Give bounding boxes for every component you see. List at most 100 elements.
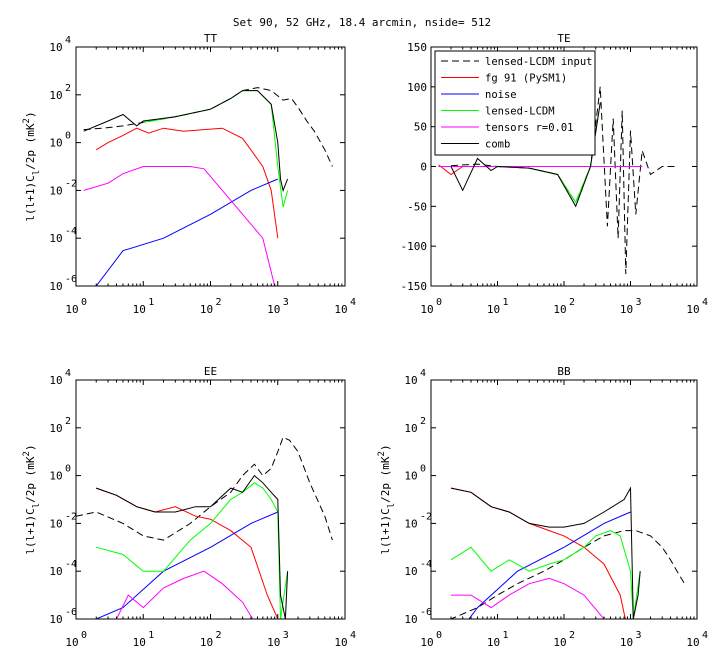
y-tick-label: 10-4 bbox=[49, 226, 77, 245]
y-tick-label-exp: -2 bbox=[420, 511, 432, 522]
x-tick-label-exp: 1 bbox=[148, 297, 154, 308]
y-tick-label: 104 bbox=[49, 35, 71, 54]
x-tick-label-base: 10 bbox=[553, 636, 566, 649]
x-tick-label: 102 bbox=[200, 297, 222, 316]
y-tick-label: 10-6 bbox=[404, 607, 432, 626]
x-tick-label-exp: 2 bbox=[216, 630, 222, 641]
x-tick-label: 100 bbox=[420, 297, 442, 316]
chart-panel-bb: BB10010110210310410-610-410-2100102104l(… bbox=[377, 365, 708, 649]
x-tick-label-base: 10 bbox=[133, 303, 146, 316]
x-tick-label-exp: 0 bbox=[81, 630, 87, 641]
x-tick-label-exp: 0 bbox=[81, 297, 87, 308]
y-axis-label-part: 2 bbox=[22, 118, 32, 123]
y-axis-label-part: ) bbox=[24, 444, 37, 451]
x-tick-label-base: 10 bbox=[420, 636, 433, 649]
panel-title: BB bbox=[557, 365, 571, 378]
y-tick-label: 104 bbox=[404, 368, 426, 387]
series-line-tt-2 bbox=[95, 178, 278, 286]
figure-title: Set 90, 52 GHz, 18.4 arcmin, nside= 512 bbox=[233, 16, 491, 29]
legend: lensed-LCDM input fg 91 (PySM1) noise lense… bbox=[434, 50, 596, 156]
y-tick-label-base: 10 bbox=[49, 517, 62, 530]
x-tick-label-exp: 4 bbox=[350, 297, 356, 308]
x-tick-label-base: 10 bbox=[553, 303, 566, 316]
y-axis-label-part: l bbox=[32, 503, 42, 508]
y-axis-label-part: ) bbox=[24, 111, 37, 118]
y-tick-label-exp: 4 bbox=[65, 368, 71, 379]
x-tick-label-exp: 1 bbox=[503, 630, 509, 641]
y-tick-label-base: 10 bbox=[49, 232, 62, 245]
y-tick-label-base: 10 bbox=[49, 374, 62, 387]
y-axis-label-part: l(l+1)C bbox=[24, 175, 37, 221]
y-tick-label: 50 bbox=[414, 121, 427, 134]
y-tick-label: 100 bbox=[49, 131, 71, 150]
x-tick-label-exp: 3 bbox=[283, 630, 289, 641]
series-line-ee-1 bbox=[96, 487, 279, 619]
y-tick-label: 100 bbox=[49, 464, 71, 483]
y-tick-label-exp: 4 bbox=[65, 35, 71, 46]
axes-frame bbox=[430, 379, 698, 620]
x-tick-label: 104 bbox=[686, 297, 708, 316]
y-axis-label: l(l+1)Cl/2p (mK2) bbox=[22, 444, 42, 554]
y-tick-label-exp: -4 bbox=[65, 559, 77, 570]
y-tick-label-exp: -6 bbox=[420, 607, 432, 618]
y-tick-label: 102 bbox=[49, 416, 71, 435]
x-tick-label-exp: 0 bbox=[436, 297, 442, 308]
x-tick-label-base: 10 bbox=[65, 303, 78, 316]
legend-box bbox=[434, 50, 596, 156]
y-axis-label: l(l+1)Cl/2p (mK2) bbox=[22, 111, 42, 221]
y-tick-label-exp: 2 bbox=[65, 416, 71, 427]
y-axis-label-part: 2 bbox=[22, 451, 32, 456]
panel-title: TT bbox=[204, 32, 218, 45]
series-line-tt-0 bbox=[83, 87, 333, 167]
axes-frame bbox=[75, 46, 346, 287]
y-tick-label-exp: -2 bbox=[65, 178, 77, 189]
x-tick-label-base: 10 bbox=[267, 636, 280, 649]
y-tick-label-base: 10 bbox=[404, 613, 417, 626]
y-tick-label: 100 bbox=[404, 464, 426, 483]
series-line-ee-0 bbox=[76, 436, 333, 541]
y-tick-label-base: 10 bbox=[49, 613, 62, 626]
y-tick-label: 10-2 bbox=[49, 178, 77, 197]
y-axis-label: l(l+1)Cl/2p (mK2) bbox=[377, 444, 397, 554]
y-tick-label-base: 10 bbox=[49, 565, 62, 578]
series-line-bb-4 bbox=[451, 577, 605, 619]
y-tick-label: 10-2 bbox=[49, 511, 77, 530]
series-line-bb-2 bbox=[468, 511, 631, 619]
x-tick-label: 102 bbox=[553, 630, 575, 649]
x-tick-label: 103 bbox=[267, 297, 289, 316]
x-tick-label: 101 bbox=[487, 297, 509, 316]
y-tick-label: 10-2 bbox=[404, 511, 432, 530]
legend-label: lensed-LCDM bbox=[485, 106, 555, 118]
x-tick-label-base: 10 bbox=[133, 636, 146, 649]
chart-panel-ee: EE10010110210310410-610-410-2100102104l(… bbox=[22, 365, 356, 649]
x-tick-label: 103 bbox=[620, 630, 642, 649]
y-tick-label-exp: 0 bbox=[420, 464, 426, 475]
x-tick-label-base: 10 bbox=[620, 303, 633, 316]
x-tick-label: 103 bbox=[267, 630, 289, 649]
y-tick-label-exp: 0 bbox=[65, 131, 71, 142]
y-axis-label-part: 2 bbox=[377, 451, 387, 456]
y-tick-label: -150 bbox=[401, 280, 428, 293]
y-tick-label-base: 10 bbox=[49, 41, 62, 54]
x-tick-label-exp: 2 bbox=[216, 297, 222, 308]
y-tick-label: 150 bbox=[407, 41, 427, 54]
x-tick-label-base: 10 bbox=[334, 636, 347, 649]
x-tick-label-exp: 3 bbox=[636, 630, 642, 641]
legend-label: tensors r=0.01 bbox=[485, 122, 574, 134]
series-line-tt-4 bbox=[83, 166, 276, 286]
y-axis-label-part: l(l+1)C bbox=[24, 508, 37, 554]
y-tick-label-exp: -4 bbox=[65, 226, 77, 237]
y-tick-label-base: 10 bbox=[49, 280, 62, 293]
x-tick-label: 103 bbox=[620, 297, 642, 316]
x-tick-label-exp: 1 bbox=[503, 297, 509, 308]
panel-title: TE bbox=[557, 32, 570, 45]
y-axis-label-part: l bbox=[387, 503, 397, 508]
series-line-bb-3 bbox=[450, 530, 641, 619]
series-line-bb-0 bbox=[450, 530, 686, 619]
x-tick-label: 100 bbox=[420, 630, 442, 649]
x-tick-label-base: 10 bbox=[620, 636, 633, 649]
y-axis-label-part: /2p (mK bbox=[379, 456, 392, 503]
y-tick-label-base: 10 bbox=[49, 184, 62, 197]
y-tick-label: 10-4 bbox=[49, 559, 77, 578]
x-tick-label: 102 bbox=[553, 297, 575, 316]
